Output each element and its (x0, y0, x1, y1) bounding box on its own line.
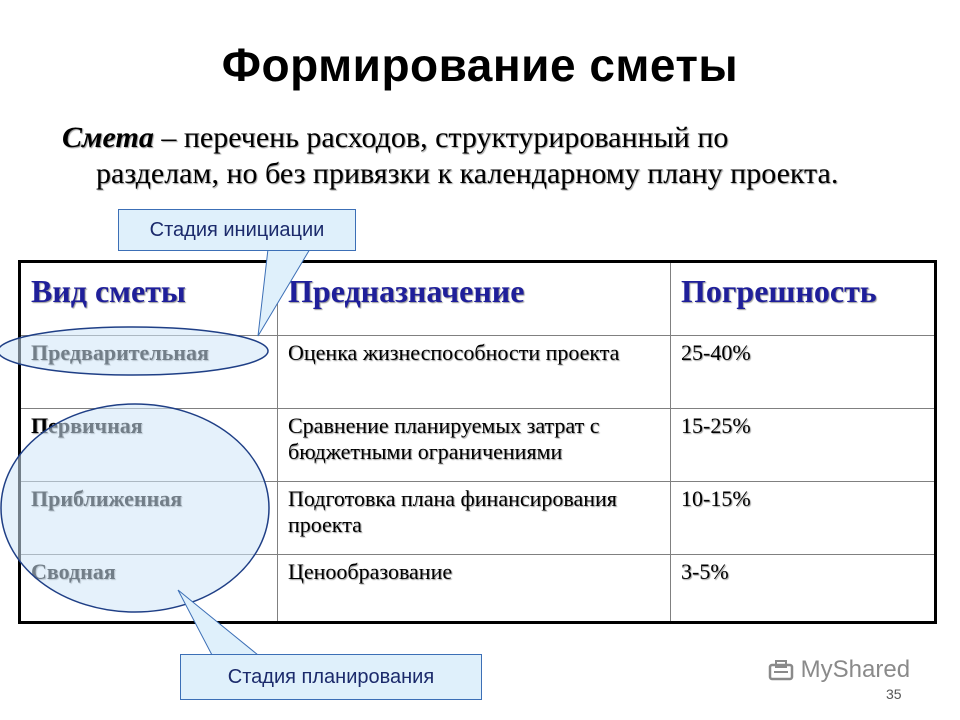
definition-line-1: – перечень расходов, структурированный п… (153, 121, 729, 154)
page-number: 35 (886, 686, 902, 702)
table-row: Сводная Ценообразование 3-5% (19, 554, 936, 623)
initiation-stage-callout: Стадия инициации (118, 209, 356, 251)
header-accuracy: Погрешность (670, 261, 936, 336)
estimate-types-table: Вид сметы Предназначение Погрешность Пре… (18, 260, 937, 624)
row-purpose: Сравнение планируемых затрат с бюджетным… (277, 408, 671, 482)
row-kind: Приближенная (19, 481, 278, 555)
row-error: 10-15% (670, 481, 936, 555)
table-row: Первичная Сравнение планируемых затрат с… (19, 408, 936, 482)
row-purpose: Оценка жизнеспособности проекта (277, 335, 671, 409)
row-purpose: Ценообразование (277, 554, 671, 623)
row-kind: Первичная (19, 408, 278, 482)
table-row: Предварительная Оценка жизнеспособности … (19, 335, 936, 409)
table-row: Приближенная Подготовка плана финансиров… (19, 481, 936, 555)
myshared-logo-icon (768, 659, 794, 683)
watermark-text: MyShared (800, 656, 911, 683)
table-header-row: Вид сметы Предназначение Погрешность (19, 261, 936, 336)
row-error: 3-5% (670, 554, 936, 623)
header-purpose: Предназначение (277, 261, 671, 336)
slide-title: Формирование сметы (221, 39, 739, 91)
definition-text: Смета – перечень расходов, структурирова… (62, 120, 922, 192)
row-error: 15-25% (670, 408, 936, 482)
myshared-watermark: MyShared (768, 656, 910, 684)
row-error: 25-40% (670, 335, 936, 409)
row-kind: Предварительная (19, 335, 278, 409)
row-purpose: Подготовка плана финансирования проекта (277, 481, 671, 555)
header-estimate-type: Вид сметы (19, 261, 278, 336)
planning-stage-callout: Стадия планирования (180, 654, 482, 700)
row-kind: Сводная (19, 554, 278, 623)
definition-term: Смета (62, 121, 154, 154)
definition-line-2: разделам, но без привязки к календарному… (96, 157, 839, 190)
